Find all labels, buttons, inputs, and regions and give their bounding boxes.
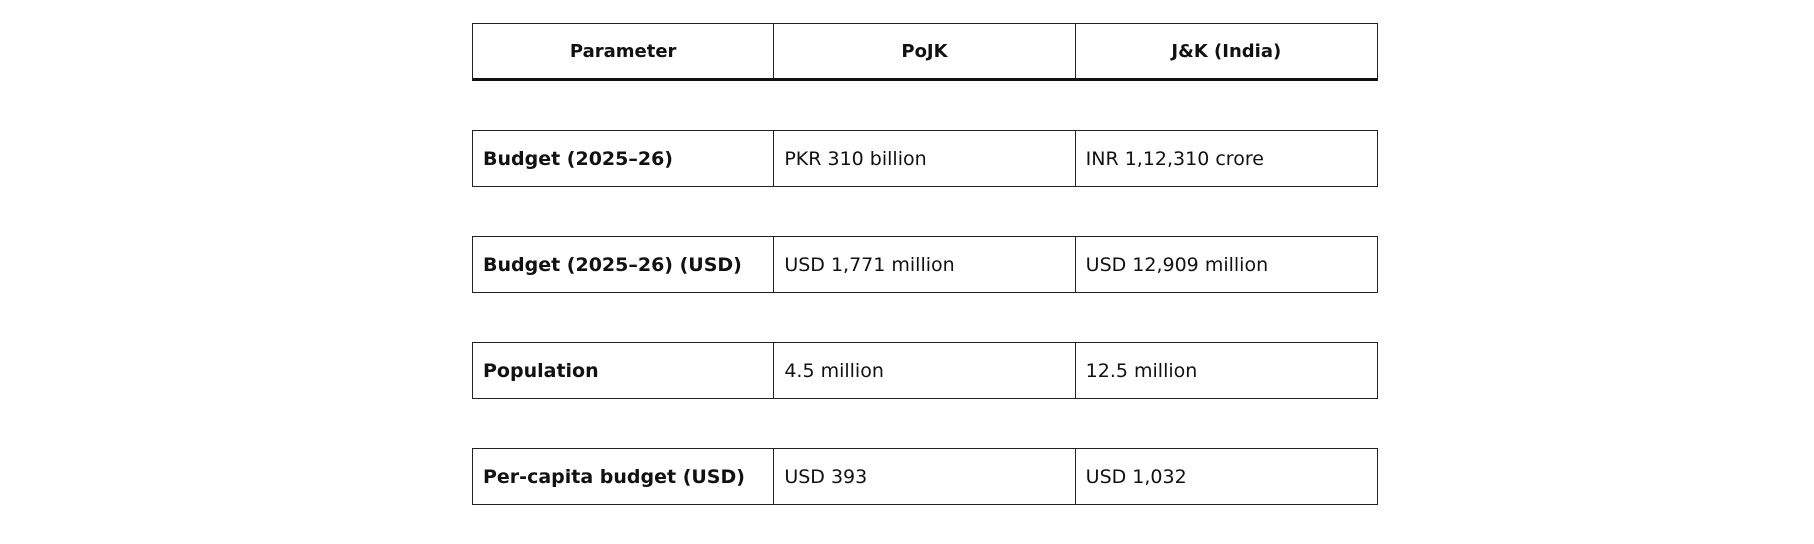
cell-jk: USD 12,909 million <box>1085 253 1269 276</box>
comparison-table: Parameter PoJK J&K (India) Budget (2025–… <box>472 23 1378 505</box>
cell-pojk: USD 393 <box>774 449 1076 504</box>
table-row: Per-capita budget (USD) USD 393 USD 1,03… <box>472 448 1378 505</box>
cell-pojk: PKR 310 billion <box>774 131 1076 186</box>
table-row: Budget (2025–26) (USD) USD 1,771 million… <box>472 236 1378 293</box>
table-header-row: Parameter PoJK J&K (India) <box>472 23 1378 81</box>
cell-parameter: Population <box>473 343 775 398</box>
row-spacer <box>472 399 1378 448</box>
header-cell-jk: J&K (India) <box>1171 40 1282 62</box>
row-spacer <box>472 293 1378 342</box>
cell-jk: INR 1,12,310 crore <box>1085 147 1264 170</box>
table-row: Budget (2025–26) PKR 310 billion INR 1,1… <box>472 130 1378 187</box>
header-cell-pojk: PoJK <box>774 24 1076 78</box>
cell-parameter: Budget (2025–26) <box>473 131 775 186</box>
cell-jk: 12.5 million <box>1085 359 1198 382</box>
cell-parameter: Budget (2025–26) (USD) <box>473 237 775 292</box>
cell-parameter: Per-capita budget (USD) <box>473 449 775 504</box>
cell-pojk: USD 1,771 million <box>774 237 1076 292</box>
cell-pojk: 4.5 million <box>774 343 1076 398</box>
table-row: Population 4.5 million 12.5 million <box>472 342 1378 399</box>
row-spacer <box>472 187 1378 236</box>
cell-jk: USD 1,032 <box>1085 465 1187 488</box>
header-cell-parameter: Parameter <box>473 24 775 78</box>
row-spacer <box>472 81 1378 130</box>
